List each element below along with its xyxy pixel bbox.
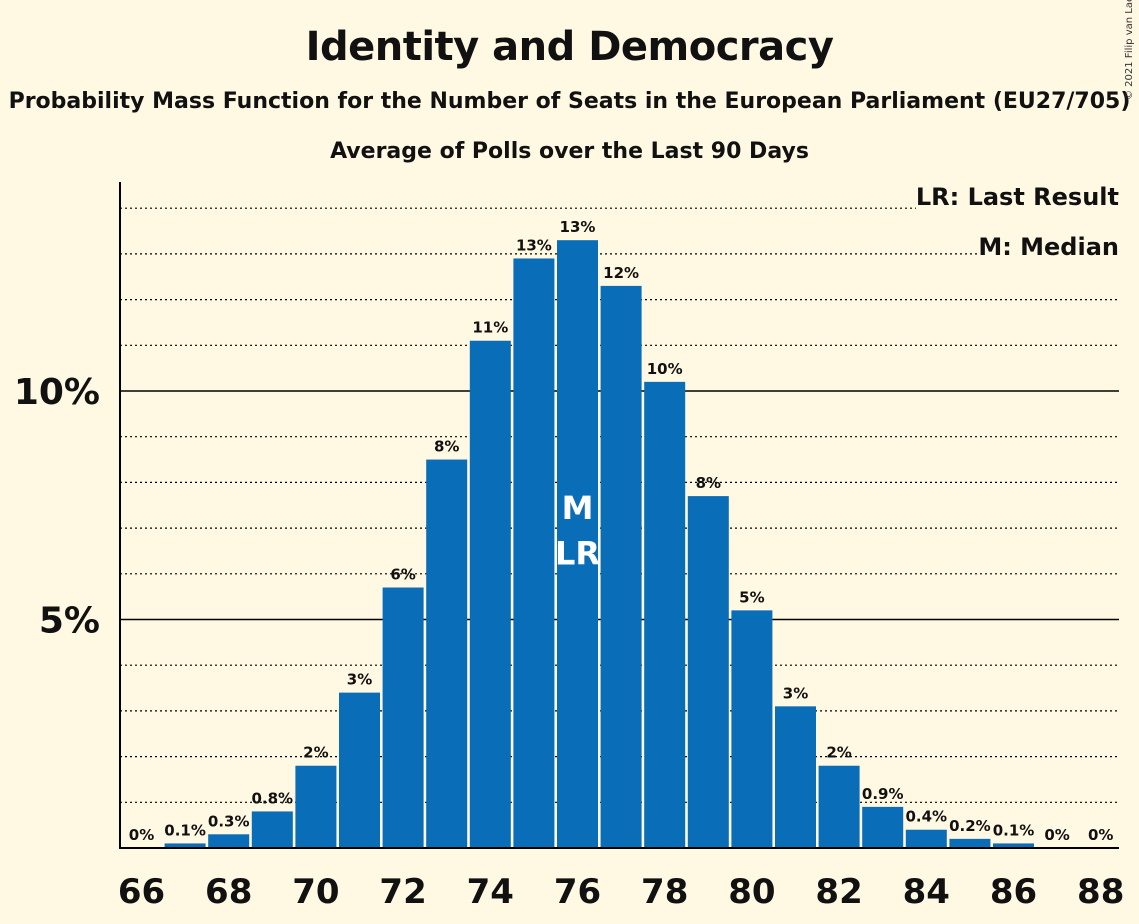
bar-label-seat-77: 12%: [603, 264, 639, 282]
chart-subtitle-period: Average of Polls over the Last 90 Days: [330, 139, 809, 164]
bar-label-seat-86: 0.1%: [993, 821, 1035, 839]
bar-label-seat-70: 2%: [303, 744, 328, 762]
bar-seat-73: [426, 459, 468, 848]
bar-label-seat-72: 6%: [390, 566, 415, 584]
x-tick-label: 86: [990, 872, 1037, 912]
bar-label-seat-75: 13%: [516, 236, 552, 254]
chart-subtitle: Probability Mass Function for the Number…: [8, 89, 1131, 114]
bar-label-seat-73: 8%: [434, 438, 459, 456]
bar-seat-75: [513, 258, 555, 849]
bar-label-seat-87: 0%: [1044, 826, 1069, 844]
bar-seat-68: [208, 834, 250, 848]
bar-seat-83: [862, 806, 904, 848]
x-tick-label: 82: [815, 872, 862, 912]
bar-label-seat-88: 0%: [1088, 826, 1113, 844]
bar-label-seat-68: 0.3%: [208, 812, 250, 830]
x-tick-label: 80: [728, 872, 775, 912]
bar-label-seat-83: 0.9%: [862, 785, 904, 803]
bar-label-seat-66: 0%: [129, 826, 154, 844]
y-tick-label: 10%: [14, 372, 100, 413]
bar-label-seat-85: 0.2%: [949, 817, 991, 835]
bar-label-seat-67: 0.1%: [164, 821, 206, 839]
legend-median: M: Median: [978, 233, 1119, 261]
chart-title: Identity and Democracy: [305, 24, 834, 70]
bar-seat-82: [818, 765, 860, 848]
x-tick-label: 88: [1077, 872, 1124, 912]
bar-label-seat-79: 8%: [696, 474, 721, 492]
bar-seat-72: [382, 587, 424, 848]
bar-label-seat-78: 10%: [647, 360, 683, 378]
bar-seat-79: [687, 496, 729, 848]
x-tick-label: 74: [467, 872, 514, 912]
median-marker: M: [562, 489, 594, 527]
bar-label-seat-80: 5%: [739, 588, 764, 606]
bar-seat-80: [731, 610, 773, 848]
bar-seat-84: [905, 829, 947, 848]
bar-seat-85: [949, 838, 991, 848]
bar-label-seat-74: 11%: [472, 319, 508, 337]
bar-seat-69: [251, 811, 293, 848]
x-tick-label: 70: [292, 872, 339, 912]
x-tick-label: 72: [379, 872, 426, 912]
x-tick-label: 84: [903, 872, 950, 912]
bar-label-seat-69: 0.8%: [251, 789, 293, 807]
bar-seat-67: [164, 843, 206, 848]
bar-label-seat-82: 2%: [826, 744, 851, 762]
legend-last-result: LR: Last Result: [915, 183, 1119, 211]
bar-seat-86: [993, 843, 1034, 848]
bar-seat-76: [557, 240, 598, 848]
bar-label-seat-84: 0.4%: [905, 808, 947, 826]
bar-seat-77: [600, 285, 642, 848]
bar-seat-81: [775, 706, 816, 848]
bar-label-seat-81: 3%: [783, 684, 808, 702]
x-tick-label: 78: [641, 872, 688, 912]
bar-label-seat-71: 3%: [347, 671, 372, 689]
bar-seat-71: [339, 692, 380, 848]
y-tick-label: 5%: [39, 601, 100, 642]
last-result-marker: LR: [555, 535, 600, 573]
x-tick-label: 76: [554, 872, 601, 912]
x-tick-label: 68: [205, 872, 252, 912]
bar-seat-70: [295, 765, 337, 848]
bar-seat-74: [469, 340, 511, 848]
bar-seat-78: [644, 381, 686, 848]
bar-label-seat-76: 13%: [560, 218, 596, 236]
x-tick-label: 66: [118, 872, 165, 912]
